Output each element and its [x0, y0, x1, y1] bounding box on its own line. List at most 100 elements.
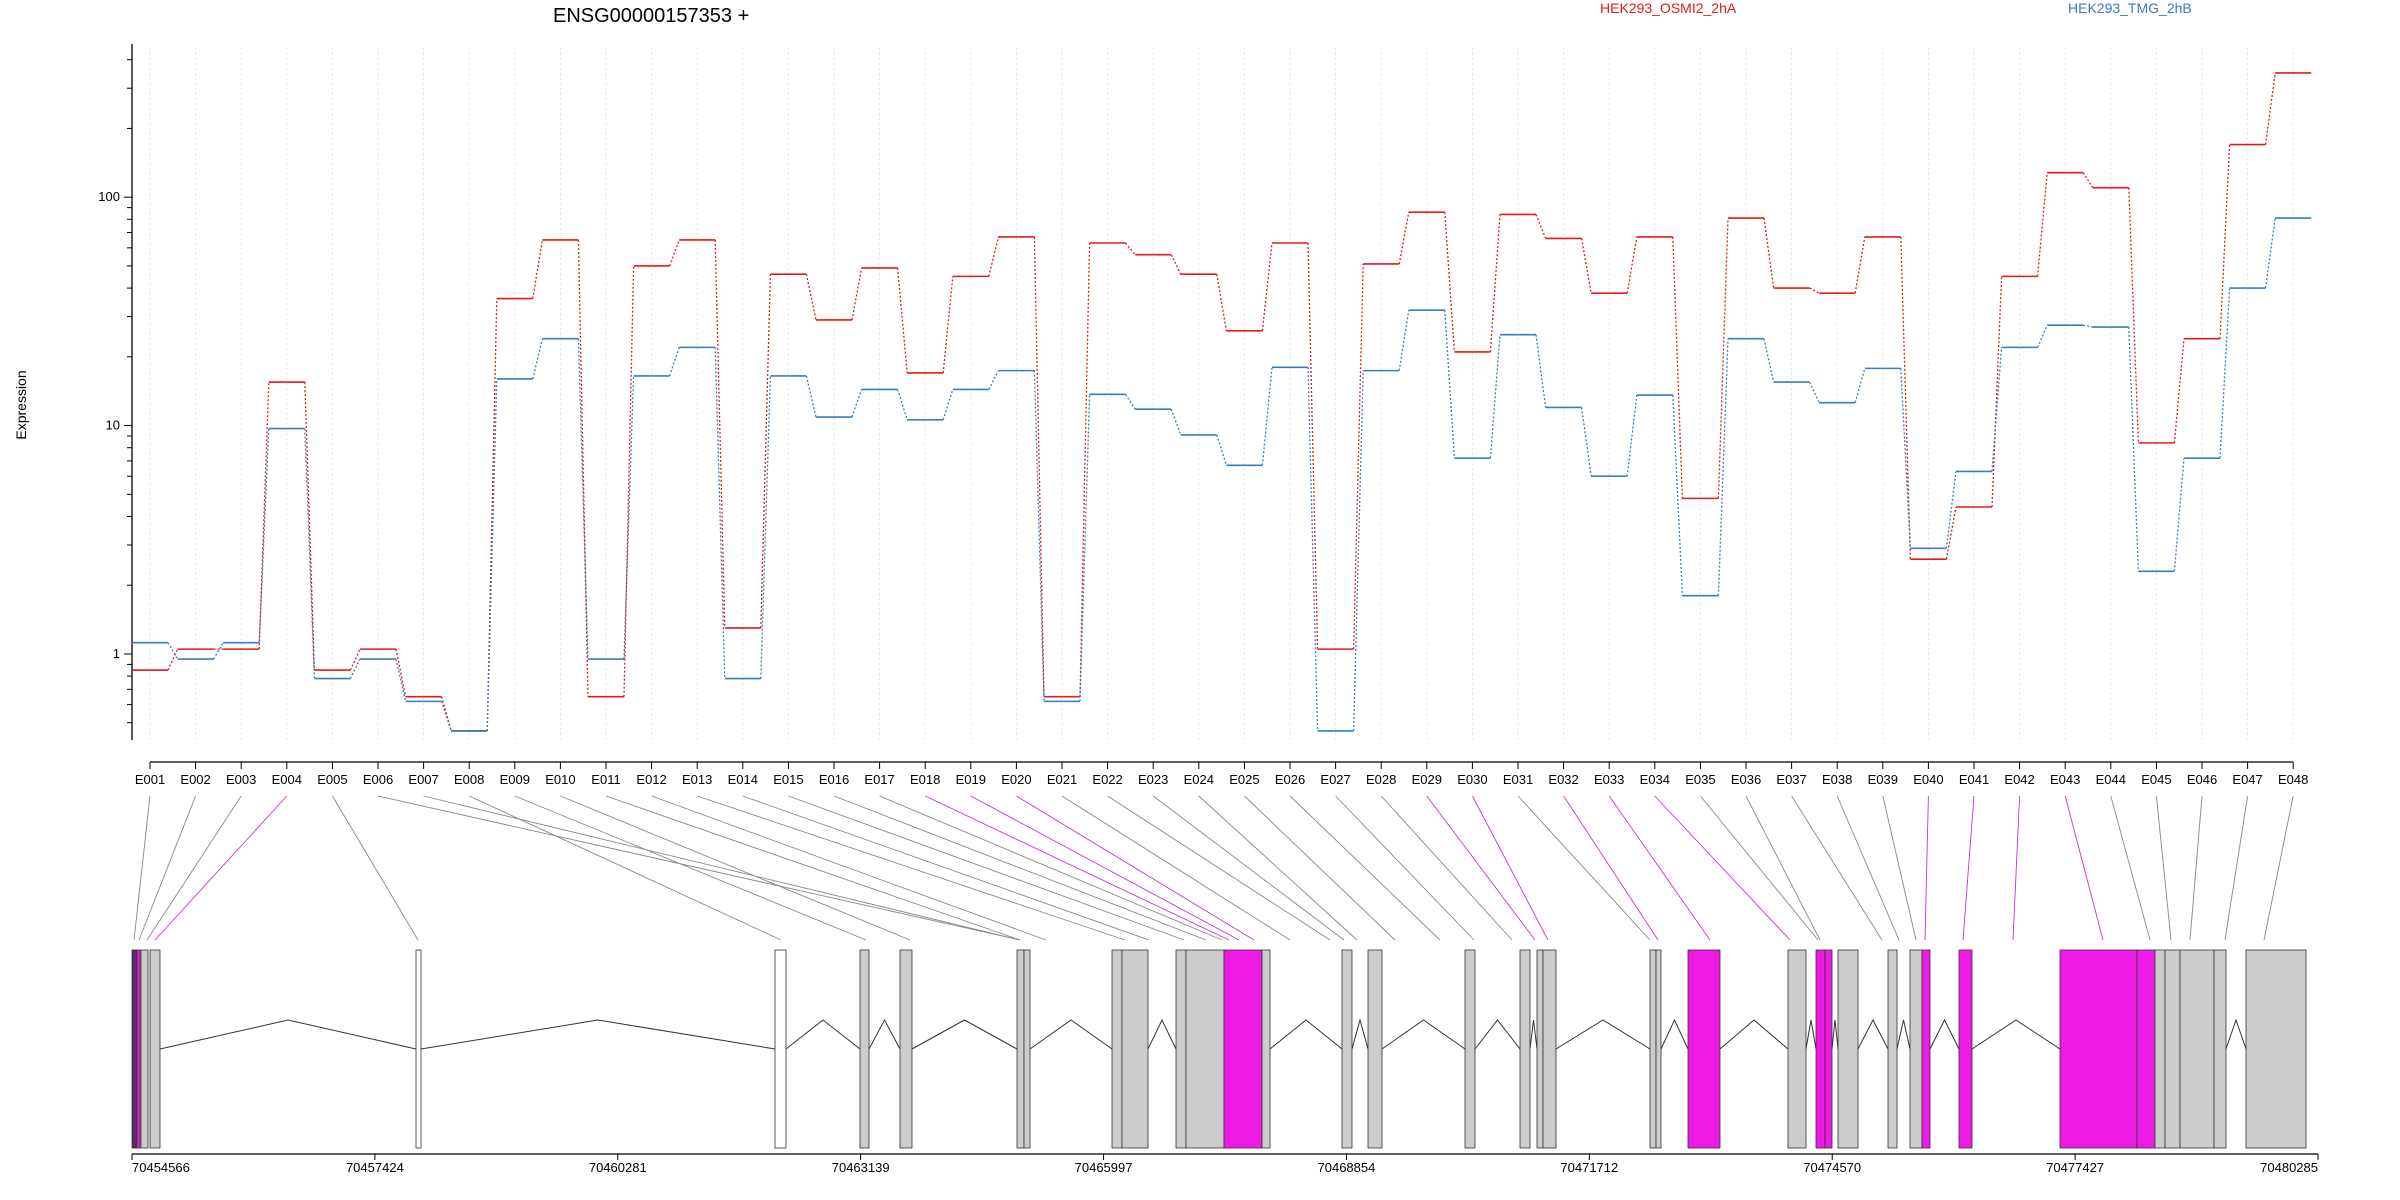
- exon-connector: [1517, 795, 1651, 941]
- exon-block: [2136, 949, 2156, 1149]
- exon-block: [899, 949, 913, 1149]
- exon-block: [1367, 949, 1383, 1149]
- coordinate-tick-label: 70477427: [2046, 1160, 2104, 1175]
- y-tick-label: 100: [98, 189, 120, 204]
- x-tick-label: E031: [1503, 772, 1533, 787]
- x-tick-label: E048: [2278, 772, 2308, 787]
- series-transition: [2219, 288, 2231, 459]
- y-axis-label: Expression: [13, 370, 29, 439]
- series-transition: [714, 239, 726, 628]
- series-transition: [1033, 236, 1045, 697]
- coordinate-tick-label: 70454566: [132, 1160, 190, 1175]
- coordinate-tick-label: 70457424: [346, 1160, 404, 1175]
- x-tick-label: E023: [1138, 772, 1168, 787]
- series-transition: [213, 642, 224, 660]
- series-transition: [1763, 338, 1775, 383]
- series-transition: [1991, 276, 2003, 508]
- series-transition: [1261, 367, 1273, 466]
- x-tick-label: E001: [135, 772, 165, 787]
- exon-block: [859, 949, 870, 1149]
- intron-line: [1857, 1018, 1889, 1050]
- x-tick-label: E029: [1412, 772, 1442, 787]
- series-transition: [623, 375, 635, 660]
- series-transition: [2037, 324, 2048, 348]
- series-transition: [714, 347, 726, 679]
- x-tick-label: E047: [2232, 772, 2262, 787]
- series-transition: [1125, 242, 1136, 256]
- exon-connector: [1426, 795, 1536, 941]
- x-tick-label: E013: [682, 772, 712, 787]
- x-tick-label: E026: [1275, 772, 1305, 787]
- intron-line: [1474, 1019, 1521, 1050]
- series-transition: [2219, 144, 2231, 339]
- exon-connector: [1016, 795, 1255, 941]
- exon-connector: [2224, 795, 2249, 941]
- exon-block: [1649, 949, 1657, 1149]
- gene-model-track: [131, 949, 2307, 1149]
- exon-connector: [1836, 795, 1900, 941]
- exon-connector: [1335, 795, 1475, 941]
- exon-block: [1185, 949, 1225, 1149]
- exon-block: [2154, 949, 2166, 1149]
- exon-connector: [879, 795, 1223, 941]
- chart-title: ENSG00000157353 +: [553, 5, 749, 27]
- x-tick-label: E032: [1548, 772, 1578, 787]
- x-tick-label: E012: [636, 772, 666, 787]
- series-transition: [304, 428, 316, 679]
- series-transition: [1125, 393, 1136, 410]
- intron-line: [1660, 1018, 1689, 1050]
- series-transition: [349, 648, 361, 671]
- exon-connector: [1472, 795, 1549, 941]
- exon-block: [2245, 949, 2307, 1149]
- x-tick-label: E044: [2096, 772, 2126, 787]
- x-tick-label: E007: [408, 772, 438, 787]
- series-transition: [2173, 338, 2185, 443]
- exon-block: [774, 949, 787, 1149]
- series-transition: [896, 267, 908, 373]
- exon-block: [1175, 949, 1187, 1149]
- intron-line: [1529, 1019, 1538, 1050]
- exon-block: [2164, 949, 2181, 1149]
- series-transition: [395, 648, 407, 697]
- series-transition: [1580, 238, 1592, 294]
- intron-line: [1351, 1018, 1369, 1050]
- series-transition: [2036, 172, 2048, 277]
- coordinate-tick-label: 70463139: [832, 1160, 890, 1175]
- series-transition: [1672, 236, 1684, 499]
- series-transition: [1626, 394, 1638, 477]
- x-axis: E001 E002 E003 E004 E005 E006 E007 E008 E009 E010…: [135, 761, 2308, 787]
- series-transition: [851, 389, 863, 418]
- exon-connector: [133, 795, 151, 941]
- exon-connector: [1745, 795, 1821, 941]
- exon-block: [1655, 949, 1662, 1149]
- exon-connector: [833, 795, 1207, 941]
- legend-series-1: HEK293_OSMI2_2hA: [1600, 0, 1737, 16]
- exon-block: [1016, 949, 1025, 1149]
- x-tick-label: E041: [1959, 772, 1989, 787]
- series-transition: [1900, 236, 1912, 560]
- exon-block: [1111, 949, 1123, 1149]
- exon-connector-lines: [133, 795, 2294, 941]
- x-tick-label: E046: [2187, 772, 2217, 787]
- x-tick-label: E002: [180, 772, 210, 787]
- intron-line: [1805, 1019, 1817, 1050]
- series-transition: [1079, 394, 1091, 702]
- exon-connector: [560, 795, 911, 941]
- exon-connector: [1700, 795, 1819, 941]
- exon-block: [1023, 949, 1031, 1149]
- intron-line: [1719, 1019, 1789, 1050]
- series-transition: [395, 658, 407, 702]
- series-transition: [623, 265, 635, 697]
- series-transition: [1398, 310, 1410, 371]
- series-transition: [258, 382, 270, 650]
- series-transition: [1535, 334, 1547, 408]
- series-transition: [2083, 324, 2093, 328]
- exon-block: [1464, 949, 1476, 1149]
- x-tick-label: E034: [1640, 772, 1670, 787]
- exon-connector: [651, 795, 1047, 941]
- series-transition: [1900, 368, 1912, 549]
- series-transition: [1216, 434, 1228, 466]
- series-transition: [167, 642, 179, 660]
- exon-block: [1223, 949, 1263, 1149]
- exon-connector: [742, 795, 1150, 941]
